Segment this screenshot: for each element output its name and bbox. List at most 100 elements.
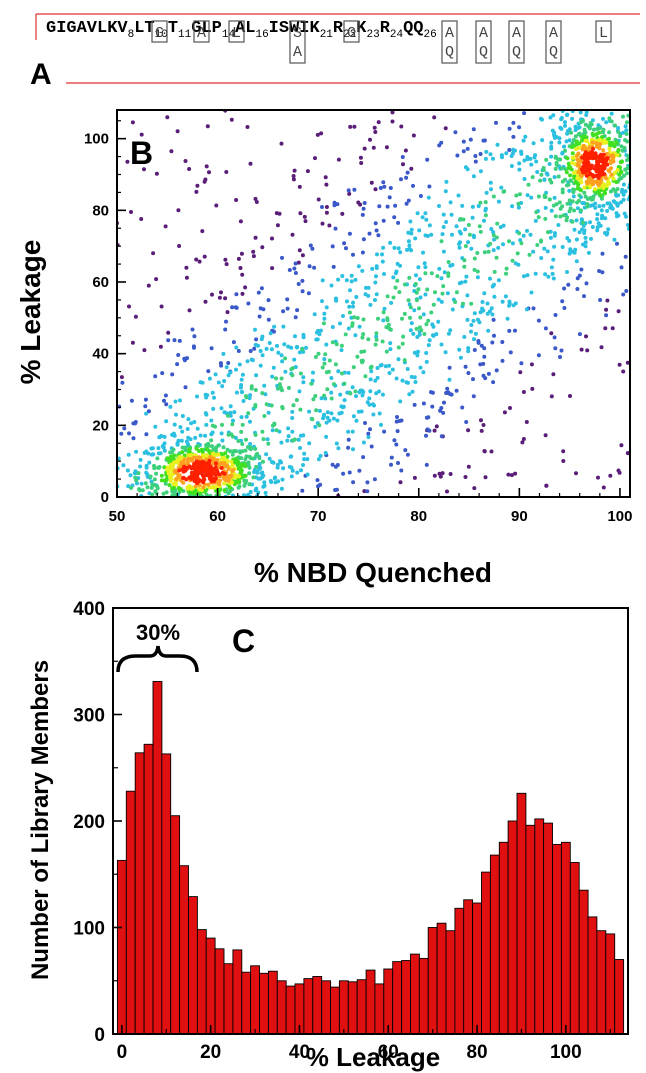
scatter-point [195,462,199,467]
scatter-point [317,423,322,428]
scatter-point [502,189,507,194]
scatter-point [561,449,566,454]
scatter-point [251,249,256,254]
scatter-point [262,480,267,485]
scatter-point [143,397,148,402]
scatter-point [373,221,378,226]
scatter-point [351,300,355,305]
scatter-point [351,480,356,485]
scatter-point [121,463,126,468]
scatter-point [488,152,493,157]
scatter-point [577,332,582,337]
histogram-bar [418,957,429,1035]
scatter-point [466,349,471,354]
scatter-point [576,146,581,150]
scatter-point [610,156,615,161]
scatter-point [368,377,373,382]
histogram-bar [170,815,181,1035]
panel-c-xlabel: % Leakage [306,1042,440,1072]
scatter-point [279,141,284,146]
scatter-point [580,167,585,172]
scatter-point [171,457,176,461]
scatter-point [192,472,197,477]
scatter-point [476,339,481,343]
scatter-point [253,327,257,332]
scatter-point [610,326,615,331]
scatter-point [462,264,467,269]
scatter-point [302,451,307,456]
scatter-point [195,183,200,188]
scatter-point [518,370,523,375]
scatter-point [193,435,198,440]
scatter-point [424,322,429,327]
scatter-point [348,391,353,396]
scatter-point [450,232,454,237]
scatter-point [305,457,310,462]
scatter-point [184,265,189,270]
histogram-bar [259,972,269,1035]
scatter-point [324,305,329,310]
scatter-point [414,298,419,303]
scatter-point [224,262,229,267]
y-tick-label: 100 [73,919,105,940]
scatter-point [151,482,156,487]
scatter-point [213,372,218,377]
histogram-bar [454,907,465,1035]
scatter-point [209,438,214,443]
residue-number: 26 [424,29,437,41]
variant-box-r24: AQ [545,20,562,64]
scatter-point [510,241,515,246]
scatter-point [360,335,365,340]
scatter-point [381,180,386,185]
scatter-point [543,272,548,277]
scatter-point [501,242,505,247]
scatter-point [469,301,474,306]
scatter-point [300,289,305,294]
scatter-point [325,387,330,392]
scatter-point [246,411,251,416]
scatter-point [454,290,459,295]
scatter-point [479,428,484,433]
scatter-point [325,410,330,415]
histogram-bar [152,681,163,1035]
x-tick-label: 60 [209,508,226,525]
scatter-point [167,467,172,472]
sequence-segment: GIGAVLKV [46,19,128,38]
scatter-point [561,213,566,218]
scatter-point [356,409,361,414]
scatter-point [540,138,545,143]
scatter-point [549,394,554,399]
scatter-point [506,472,511,477]
scatter-point [214,448,218,453]
scatter-point [158,344,163,349]
histogram-bar [605,933,616,1035]
scatter-point [576,151,581,156]
scatter-point [346,445,351,450]
scatter-point [529,195,534,200]
scatter-point [151,251,156,256]
scatter-point [126,452,131,457]
scatter-point [391,275,396,280]
scatter-point [510,258,515,263]
scatter-point [187,308,192,313]
scatter-point [618,134,623,139]
scatter-point [320,299,324,304]
scatter-point [484,149,489,154]
scatter-point [304,345,308,350]
scatter-point [316,328,320,333]
histogram-bar [489,854,500,1035]
scatter-point [331,264,336,269]
scatter-point [287,268,292,272]
scatter-point [225,310,230,315]
scatter-point [382,429,387,434]
scatter-point [300,278,305,283]
scatter-point [412,375,417,380]
scatter-point [578,208,583,213]
scatter-point [265,437,270,442]
scatter-point [514,193,519,198]
scatter-point [362,146,367,151]
residue-number: 10 [155,29,168,41]
scatter-point [574,218,579,223]
histogram-bar [427,927,438,1035]
scatter-point [619,189,624,194]
